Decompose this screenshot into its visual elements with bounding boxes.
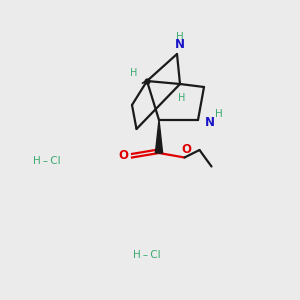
Text: H: H xyxy=(176,32,184,43)
Text: H: H xyxy=(214,109,222,119)
Text: O: O xyxy=(118,148,129,162)
Text: O: O xyxy=(181,142,191,156)
Text: H – Cl: H – Cl xyxy=(133,250,161,260)
Text: H – Cl: H – Cl xyxy=(33,155,60,166)
Text: H: H xyxy=(178,92,185,103)
Text: N: N xyxy=(204,116,214,130)
Text: H: H xyxy=(130,68,137,79)
Polygon shape xyxy=(155,120,163,153)
Text: N: N xyxy=(175,38,185,52)
